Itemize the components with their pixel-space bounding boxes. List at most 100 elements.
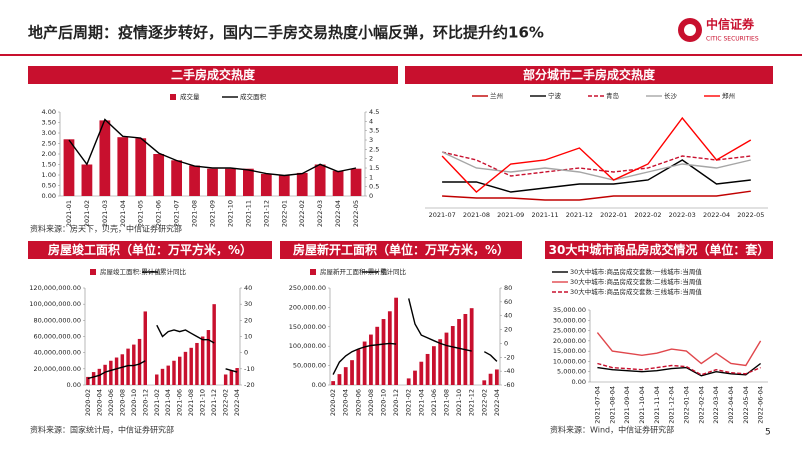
legend-label: 房屋竣工面积:累计值 (100, 267, 161, 276)
y2-tick-label: 3 (369, 136, 373, 144)
bar (413, 370, 417, 385)
line-series (441, 151, 751, 181)
bar (356, 349, 361, 385)
bar (343, 367, 348, 385)
logo-en: CITIC SECURITIES (706, 36, 759, 43)
x-tick-label: 2021-12 (566, 211, 593, 219)
legend-label: 青岛 (606, 91, 619, 100)
legend-label: 长沙 (664, 91, 678, 100)
line-series (442, 159, 751, 193)
x-tick-label: 2021-07-04 (593, 386, 601, 424)
x-tick-label: 2020-12 (392, 389, 400, 416)
bar (117, 137, 129, 196)
y-tick-label: 4.00 (42, 108, 56, 116)
bar (369, 334, 373, 385)
x-tick-label: 2020-10 (380, 389, 388, 416)
y-tick-label: 100,000.00 (289, 342, 326, 350)
y-tick-label: 25,000.00 (553, 327, 586, 335)
bar (63, 139, 75, 196)
x-tick-label: 2020-06 (107, 389, 115, 416)
bar (278, 175, 290, 196)
chart-title: 房屋新开工面积（单位：万平方米，%） (293, 242, 509, 257)
chart-title: 房屋竣工面积（单位：万平方米，%） (48, 242, 252, 257)
x-tick-label: 2022-02 (298, 200, 306, 227)
bar (235, 368, 239, 385)
x-tick-label: 2020-04 (342, 389, 350, 416)
legend-label: 累计同比 (160, 267, 187, 276)
y2-tick-label: 1.5 (369, 164, 379, 172)
y-tick-label: 10,000.00 (553, 357, 586, 365)
x-tick-label: 2021-08 (187, 389, 195, 416)
x-tick-label: 2022-02 (634, 211, 661, 219)
y2-tick-label: 1 (369, 173, 373, 181)
y-tick-label: 100,000,000.00 (29, 300, 81, 308)
bar (223, 374, 228, 385)
y-tick-label: 80,000,000.00 (33, 316, 81, 324)
y-tick-label: 0.00 (42, 192, 56, 200)
x-tick-label: 2022-01 (280, 200, 288, 227)
bar (381, 319, 386, 385)
bar (425, 353, 430, 385)
x-tick-label: 2022-05-04 (742, 386, 750, 424)
legend-label: 成交量 (180, 92, 200, 101)
x-tick-label: 2021-04 (417, 389, 425, 416)
legend-swatch (170, 94, 176, 100)
y-tick-label: 30,000.00 (553, 316, 586, 324)
x-tick-label: 2021-04 (119, 200, 127, 227)
y2-tick-label: -10 (244, 365, 255, 373)
bar (178, 356, 182, 385)
y2-tick-label: 3.5 (369, 127, 379, 135)
bar (99, 120, 111, 196)
x-tick-label: 2021-12 (262, 200, 270, 227)
bar (375, 326, 380, 385)
y2-tick-label: -20 (504, 353, 515, 361)
line-series (87, 324, 238, 380)
bar (172, 360, 176, 385)
y2-tick-label: 0 (504, 339, 508, 347)
bar (362, 341, 367, 385)
x-tick-label: 2021-07 (429, 211, 456, 219)
bar (207, 168, 218, 196)
x-tick-label: 2020-10 (130, 389, 138, 416)
y2-tick-label: -40 (504, 367, 515, 375)
x-tick-label: 2021-03 (101, 200, 109, 227)
bar (438, 339, 443, 385)
bar (387, 311, 392, 385)
source: 资料来源：国家统计局，中信证券研究部 (30, 425, 174, 435)
chart-title: 二手房成交热度 (171, 67, 256, 82)
x-tick-label: 2021-04 (164, 389, 172, 416)
x-tick-label: 2021-08-04 (608, 386, 616, 424)
y2-tick-label: 10 (244, 333, 252, 341)
bar (206, 330, 211, 385)
y-tick-label: 3.00 (42, 129, 56, 137)
bar (200, 336, 205, 385)
title-banner (405, 66, 773, 84)
bar (183, 351, 188, 385)
y-tick-label: 5,000.00 (557, 368, 586, 376)
x-tick-label: 2022-04 (233, 389, 241, 416)
bar (143, 311, 147, 385)
y-tick-label: 50,000.00 (293, 362, 326, 370)
x-tick-label: 2022-04 (334, 200, 342, 227)
bar (132, 344, 136, 385)
line-series (597, 362, 761, 376)
bar (114, 357, 119, 385)
y2-tick-label: 4.5 (369, 108, 379, 116)
y-tick-label: 200,000.00 (289, 303, 326, 311)
y-tick-label: 20,000.00 (553, 337, 586, 345)
line-series (597, 362, 762, 377)
y2-tick-label: -60 (504, 381, 515, 389)
y2-tick-label: 60 (504, 298, 512, 306)
x-tick-label: 2021-12 (210, 389, 218, 416)
x-tick-label: 2022-05 (352, 200, 360, 227)
bar (225, 168, 236, 196)
line-series (442, 190, 751, 201)
y2-tick-label: 30 (244, 300, 252, 308)
y2-tick-label: 40 (244, 284, 252, 292)
bar (153, 154, 165, 196)
y-tick-label: 40,000,000.00 (33, 349, 81, 357)
bar (350, 360, 354, 385)
y-tick-label: 15,000.00 (553, 347, 586, 355)
x-tick-label: 2021-02 (83, 200, 91, 227)
x-tick-label: 2020-12 (141, 389, 149, 416)
